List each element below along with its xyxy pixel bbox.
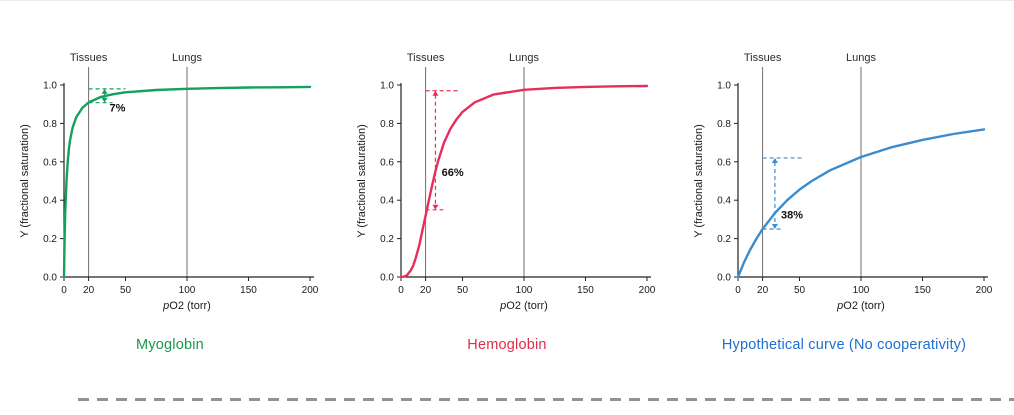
x-tick-label: 20 [420, 285, 432, 296]
y-tick-label: 0.2 [43, 234, 57, 245]
x-axis-label: pO2 (torr) [836, 300, 885, 312]
annotation-percent-label: 38% [781, 209, 803, 221]
x-tick-label: 0 [61, 285, 67, 296]
y-tick-label: 1.0 [43, 81, 57, 92]
saturation-curve [62, 85, 311, 279]
charts-row: Tissues Lungs 0 20 50 100 150 200 0.0 0.2 0.4 0.6 0.… [0, 1, 1014, 353]
annotation-arrowhead-up [771, 157, 778, 163]
x-tick-label: 200 [301, 285, 318, 296]
y-tick-label: 0.2 [380, 234, 394, 245]
x-tick-label: 150 [577, 285, 594, 296]
chart-title-hypothetical: Hypothetical curve (No cooperativity) [721, 337, 967, 353]
x-tick-label: 50 [793, 285, 805, 296]
annotation-arrowhead-down [101, 97, 108, 103]
x-tick-label: 100 [515, 285, 532, 296]
y-tick-label: 1.0 [380, 81, 394, 92]
x-tick-label: 100 [178, 285, 195, 296]
y-tick-label: 0.4 [43, 196, 57, 207]
y-tick-label: 0.0 [43, 273, 57, 284]
chart-myoglobin: Tissues Lungs 0 20 50 100 150 200 0.0 0.2 0.4 0.6 0.… [18, 47, 323, 353]
annotation-arrowhead-up [101, 88, 108, 94]
saturation-curve [399, 84, 648, 279]
y-tick-label: 0.8 [380, 119, 394, 130]
reference-line-label: Tissues [406, 52, 444, 64]
annotation-percent-label: 7% [109, 102, 125, 114]
saturation-curve [736, 128, 985, 279]
x-tick-label: 150 [240, 285, 257, 296]
y-tick-label: 0.6 [43, 157, 57, 168]
chart-hypothetical: Tissues Lungs 0 20 50 100 150 200 0.0 0.2 0.4 0.6 0.… [692, 47, 997, 353]
y-tick-label: 0.8 [43, 119, 57, 130]
x-tick-label: 50 [119, 285, 131, 296]
x-tick-label: 0 [398, 285, 404, 296]
reference-line-label: Lungs [509, 52, 539, 64]
reference-line-label: Lungs [172, 52, 202, 64]
reference-line-label: Tissues [743, 52, 781, 64]
y-axis-label: Y (fractional saturation) [19, 124, 31, 238]
annotation-percent-label: 66% [441, 167, 463, 179]
myoglobin-plot: Tissues Lungs 0 20 50 100 150 200 0.0 0.2 0.4 0.6 0.… [19, 52, 319, 312]
x-tick-label: 100 [852, 285, 869, 296]
y-tick-label: 0.8 [717, 119, 731, 130]
y-tick-label: 0.6 [717, 157, 731, 168]
y-tick-label: 0.4 [717, 196, 731, 207]
chart-hemoglobin: Tissues Lungs 0 20 50 100 150 200 0.0 0.2 0.4 0.6 0.… [355, 47, 660, 353]
y-axis-label: Y (fractional saturation) [693, 124, 705, 238]
chart-title-myoglobin: Myoglobin [136, 337, 204, 353]
x-tick-label: 50 [456, 285, 468, 296]
x-tick-label: 20 [83, 285, 95, 296]
chart-title-hemoglobin: Hemoglobin [467, 337, 547, 353]
reference-line-label: Tissues [69, 52, 107, 64]
x-tick-label: 200 [638, 285, 655, 296]
y-tick-label: 1.0 [717, 81, 731, 92]
y-tick-label: 0.4 [380, 196, 394, 207]
y-tick-label: 0.0 [380, 273, 394, 284]
annotation-arrowhead-down [771, 224, 778, 229]
bottom-dashed-divider [78, 398, 1014, 401]
hypothetical-plot: Tissues Lungs 0 20 50 100 150 200 0.0 0.2 0.4 0.6 0.… [693, 52, 993, 312]
x-axis-label: pO2 (torr) [162, 300, 211, 312]
hemoglobin-plot: Tissues Lungs 0 20 50 100 150 200 0.0 0.2 0.4 0.6 0.… [356, 52, 656, 312]
y-tick-label: 0.6 [380, 157, 394, 168]
y-tick-label: 0.0 [717, 273, 731, 284]
x-tick-label: 200 [975, 285, 992, 296]
reference-line-label: Lungs [846, 52, 876, 64]
annotation-arrowhead-down [431, 204, 438, 210]
x-tick-label: 20 [757, 285, 769, 296]
y-tick-label: 0.2 [717, 234, 731, 245]
y-axis-label: Y (fractional saturation) [356, 124, 368, 238]
x-tick-label: 150 [914, 285, 931, 296]
annotation-arrowhead-up [431, 90, 438, 96]
x-axis-label: pO2 (torr) [499, 300, 548, 312]
x-tick-label: 0 [735, 285, 741, 296]
